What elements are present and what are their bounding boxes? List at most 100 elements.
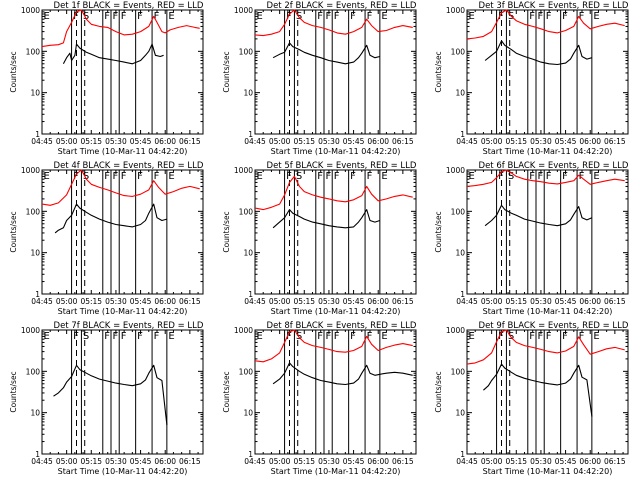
events-series-line <box>272 209 381 229</box>
event-marker-label: E <box>593 171 599 182</box>
event-marker-label: E <box>168 331 174 342</box>
event-marker-label: E <box>257 171 263 182</box>
y-tick-label: 1000 <box>234 166 253 175</box>
x-tick-label: 05:15 <box>505 457 527 466</box>
event-marker-label: F <box>113 171 119 182</box>
event-marker-label: F <box>286 171 292 182</box>
x-tick-label: 05:15 <box>80 137 102 146</box>
x-tick-label: 06:00 <box>154 297 176 306</box>
x-axis-label: Start Time (10-Mar-11 04:42:20) <box>271 307 401 316</box>
y-tick-label: 100 <box>451 207 466 216</box>
x-tick-label: 05:30 <box>318 297 340 306</box>
x-tick-label: 06:15 <box>392 457 414 466</box>
event-marker-label: F <box>367 331 373 342</box>
panel-title: Det 8f BLACK = Events, RED = LLD <box>267 321 417 331</box>
x-tick-label: 05:30 <box>530 137 552 146</box>
events-series-line <box>272 42 381 65</box>
y-axis-label: Counts/sec <box>434 211 443 252</box>
event-marker-label: F <box>350 11 356 22</box>
event-marker-label: F <box>137 171 143 182</box>
x-tick-label: 06:00 <box>579 137 601 146</box>
y-tick-label: 1 <box>35 290 40 299</box>
event-marker-label: F <box>334 331 340 342</box>
x-tick-label: 05:45 <box>343 137 365 146</box>
event-marker-label: F <box>286 11 292 22</box>
y-tick-label: 10 <box>455 89 465 98</box>
x-tick-label: 05:30 <box>318 137 340 146</box>
event-marker-label: F <box>104 11 110 22</box>
y-tick-label: 1000 <box>446 166 465 175</box>
event-marker-label: F <box>562 11 568 22</box>
x-tick-label: 06:00 <box>154 457 176 466</box>
y-tick-label: 100 <box>451 47 466 56</box>
x-tick-label: 05:00 <box>269 137 291 146</box>
y-axis-label: Counts/sec <box>222 211 231 252</box>
lld-series-line <box>254 329 413 363</box>
y-axis-label: Counts/sec <box>9 51 18 92</box>
lld-series-line <box>254 9 413 37</box>
events-series-line <box>53 364 168 426</box>
y-tick-label: 1000 <box>446 326 465 335</box>
event-marker-label: S <box>83 11 89 22</box>
y-tick-label: 1 <box>248 290 253 299</box>
event-marker-label: E <box>469 11 475 22</box>
lld-series-line <box>41 9 200 48</box>
x-tick-label: 05:30 <box>530 457 552 466</box>
events-series-line <box>272 362 413 386</box>
event-marker-label: F <box>73 171 79 182</box>
y-tick-label: 100 <box>26 47 41 56</box>
event-marker-label: F <box>326 171 332 182</box>
x-tick-label: 05:15 <box>293 297 315 306</box>
y-tick-label: 1 <box>35 130 40 139</box>
lld-series-line <box>254 175 413 211</box>
x-tick-label: 05:00 <box>481 297 503 306</box>
event-marker-label: E <box>381 331 387 342</box>
y-tick-label: 1000 <box>446 6 465 15</box>
events-series-line <box>484 40 593 66</box>
event-marker-label: F <box>121 331 127 342</box>
x-tick-label: 06:15 <box>179 297 201 306</box>
event-marker-label: S <box>83 331 89 342</box>
event-marker-label: F <box>154 171 160 182</box>
event-marker-label: F <box>326 331 332 342</box>
event-marker-label: F <box>546 11 552 22</box>
event-marker-label: F <box>562 171 568 182</box>
x-tick-label: 05:00 <box>269 297 291 306</box>
event-marker-label: F <box>367 171 373 182</box>
event-marker-label: F <box>326 11 332 22</box>
y-axis-label: Counts/sec <box>222 51 231 92</box>
x-tick-label: 05:15 <box>80 457 102 466</box>
event-marker-label: F <box>538 331 544 342</box>
x-tick-label: 06:00 <box>367 457 389 466</box>
x-axis-label: Start Time (10-Mar-11 04:42:20) <box>58 147 188 156</box>
panel-title: Det 3f BLACK = Events, RED = LLD <box>479 1 629 11</box>
panel-title: Det 9f BLACK = Events, RED = LLD <box>479 321 629 331</box>
x-tick-label: 05:30 <box>105 137 127 146</box>
event-marker-label: E <box>381 171 387 182</box>
event-marker-label: S <box>296 171 302 182</box>
event-marker-label: F <box>529 331 535 342</box>
event-marker-label: F <box>154 331 160 342</box>
y-tick-label: 10 <box>243 249 253 258</box>
x-tick-label: 06:15 <box>392 137 414 146</box>
y-tick-label: 1 <box>248 450 253 459</box>
y-tick-label: 10 <box>30 89 40 98</box>
y-tick-label: 10 <box>30 249 40 258</box>
y-tick-label: 100 <box>451 367 466 376</box>
event-marker-label: F <box>286 331 292 342</box>
x-tick-label: 05:30 <box>105 297 127 306</box>
event-marker-label: F <box>538 171 544 182</box>
event-marker-label: F <box>121 171 127 182</box>
event-marker-label: E <box>44 171 50 182</box>
event-marker-label: F <box>113 11 119 22</box>
y-axis-label: Counts/sec <box>434 371 443 412</box>
event-marker-label: S <box>508 171 514 182</box>
event-marker-label: F <box>546 171 552 182</box>
